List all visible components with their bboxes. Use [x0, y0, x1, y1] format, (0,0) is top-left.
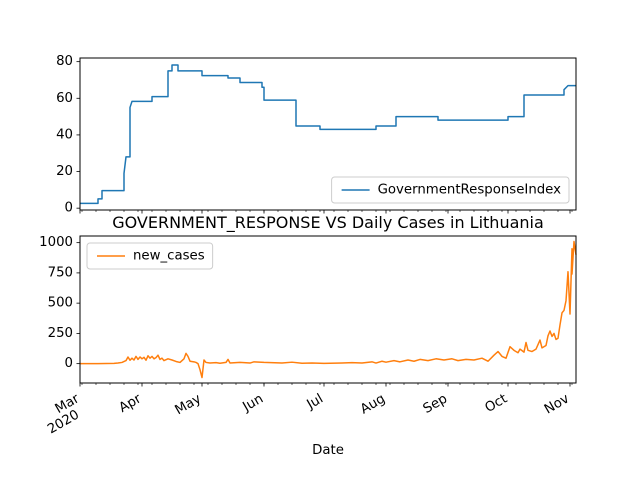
bottom-series-layer [80, 240, 577, 379]
series-line-GovernmentResponseIndex [80, 64, 576, 205]
x-tick-label: Sep [421, 391, 450, 417]
bottom-legend-box [86, 242, 214, 270]
y-tick-label: 750 [48, 265, 73, 280]
y-tick-label: 500 [48, 296, 73, 311]
y-tick-label: 60 [56, 91, 73, 106]
y-tick-label: 40 [56, 127, 73, 142]
y-tick-label: 250 [48, 326, 73, 341]
top-y-axis-ticks: 0 20 40 60 80 [56, 54, 80, 216]
x-tick-label: Jul [304, 391, 326, 413]
chart-title: GOVERNMENT_RESPONSE VS Daily Cases in Li… [112, 213, 544, 233]
bottom-legend-label: new_cases [133, 249, 205, 264]
x-tick-label: Aug [358, 391, 388, 417]
top-subplot: 0 20 40 60 80 GovernmentResponseIndex [56, 54, 577, 216]
y-tick-label: 20 [56, 164, 73, 179]
series-line-new_cases [80, 240, 577, 379]
x-tick-label: Oct [483, 391, 510, 415]
x-axis-label: Date [312, 443, 344, 458]
top-plot-frame [79, 57, 577, 211]
bottom-plot-frame [79, 235, 577, 384]
y-tick-label: 1000 [39, 235, 73, 250]
top-legend-box [331, 176, 570, 204]
top-series-layer [80, 64, 576, 205]
x-tick-label: Apr [117, 391, 145, 416]
y-tick-label: 80 [56, 54, 73, 69]
y-tick-label: 0 [65, 201, 73, 216]
top-legend-label: GovernmentResponseIndex [378, 183, 562, 198]
x-tick-label: Jun [240, 391, 266, 415]
top-legend: GovernmentResponseIndex [331, 176, 570, 204]
x-tick-label: May [173, 391, 204, 418]
y-tick-label: 0 [65, 356, 73, 371]
bottom-legend: new_cases [86, 242, 214, 270]
x-tick-label: Nov [542, 391, 572, 417]
bottom-y-axis-ticks: 0 250 500 750 1000 [39, 235, 80, 371]
